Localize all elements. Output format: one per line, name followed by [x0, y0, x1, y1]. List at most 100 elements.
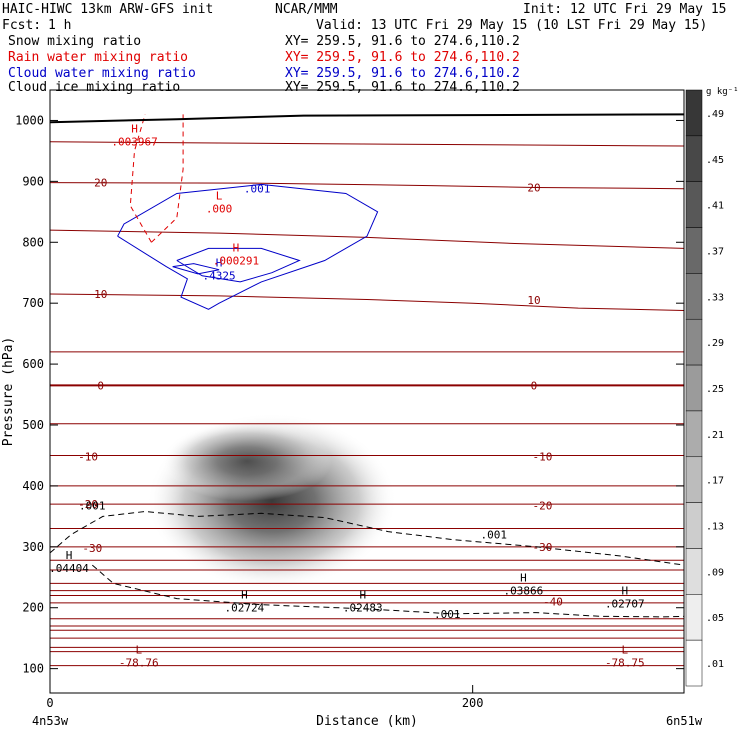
y-axis-label: Pressure (hPa) — [1, 337, 16, 447]
contour-label: .001 — [244, 183, 271, 196]
x-tick-label: 0 — [46, 696, 53, 710]
y-tick-label: 800 — [22, 235, 44, 249]
rain-contour-right — [151, 114, 184, 243]
temperature-label: -10 — [78, 451, 98, 464]
colorbar-swatch — [685, 273, 703, 320]
extremum-value: .4325 — [203, 270, 236, 283]
temperature-contour-10 — [49, 293, 685, 311]
extremum-value: .03866 — [504, 585, 544, 598]
valid-time: Valid: 13 UTC Fri 29 May 15 (10 LST Fri … — [316, 18, 708, 33]
extremum-value: .003967 — [111, 136, 157, 149]
colorbar-swatch — [685, 318, 703, 366]
contour-label: .001 — [79, 499, 106, 512]
field-name-cloud-ice: Cloud ice mixing ratio — [8, 80, 181, 95]
cloud-water-contour-mid — [176, 247, 301, 283]
field-xy-snow: XY= 259.5, 91.6 to 274.6,110.2 — [285, 34, 520, 49]
temperature-label: 10 — [527, 294, 540, 307]
colorbar-tick-label: .25 — [706, 384, 724, 395]
field-name-snow: Snow mixing ratio — [8, 34, 142, 49]
extremum-value: -78.76 — [119, 657, 159, 670]
field-xy-rain: XY= 259.5, 91.6 to 274.6,110.2 — [285, 50, 520, 65]
terrain-line — [49, 113, 685, 124]
extremum-type: H — [66, 549, 73, 562]
extremum-type: H — [216, 257, 223, 270]
colorbar-swatch — [685, 227, 703, 274]
extremum-value: .000291 — [213, 255, 259, 268]
field-xy-cloud-ice: XY= 259.5, 91.6 to 274.6,110.2 — [285, 80, 520, 95]
extremum-type: L — [135, 644, 142, 657]
extremum-value: .02724 — [225, 602, 265, 615]
colorbar-swatch — [685, 639, 703, 687]
temperature-label: 0 — [531, 379, 538, 392]
colorbar-swatch — [685, 181, 703, 228]
colorbar-tick-label: .41 — [706, 201, 724, 212]
y-tick-label: 500 — [22, 418, 44, 432]
temperature-label: -30 — [82, 542, 102, 555]
cloud-water-contour-outer — [117, 183, 379, 310]
colorbar-tick-label: .49 — [706, 109, 724, 120]
temperature-label: 0 — [97, 379, 104, 392]
colorbar-tick-label: .17 — [706, 476, 724, 487]
colorbar-tick-label: .37 — [706, 246, 724, 257]
field-name-cloud-water: Cloud water mixing ratio — [8, 66, 196, 81]
plot-frame — [49, 89, 685, 694]
extremum-type: H — [359, 589, 366, 602]
model-title: HAIC-HIWC 13km ARW-GFS init — [2, 2, 214, 17]
temperature-label: -20 — [78, 498, 98, 511]
fcst-label: Fcst: — [2, 18, 42, 33]
temperature-label: 20 — [94, 177, 107, 190]
contour-label: .001 — [481, 529, 508, 542]
cloud-water-contour-inner — [172, 263, 220, 275]
x-tick-label: 200 — [462, 696, 484, 710]
colorbar-tick-label: .05 — [706, 613, 724, 624]
colorbar-tick-label: .13 — [706, 522, 724, 533]
extremum-type: H — [131, 123, 138, 136]
colorbar-tick-label: .01 — [706, 659, 724, 670]
temperature-contour-20 — [49, 182, 685, 190]
y-tick-label: 400 — [22, 479, 44, 493]
y-tick-label: 900 — [22, 174, 44, 188]
snow-contour-lower — [49, 510, 685, 566]
colorbar-tick-label: .33 — [706, 292, 724, 303]
colorbar-swatch — [685, 410, 703, 458]
colorbar-tick-label: .45 — [706, 155, 724, 166]
x-axis-label: Distance (km) — [316, 714, 418, 729]
extremum-value: -78.75 — [605, 657, 645, 670]
extremum-type: L — [216, 190, 223, 203]
temperature-label: -40 — [543, 596, 563, 609]
temperature-label: -30 — [532, 541, 552, 554]
contour-label: .001 — [434, 608, 461, 621]
extremum-value: .04404 — [49, 562, 89, 575]
init-time: Init: 12 UTC Fri 29 May 15 — [523, 2, 727, 17]
temperature-label: -10 — [532, 451, 552, 464]
extremum-type: H — [241, 589, 248, 602]
colorbar-tick-label: .21 — [706, 430, 724, 441]
center-label: NCAR/MMM — [275, 2, 338, 17]
y-tick-label: 700 — [22, 296, 44, 310]
temperature-label: -20 — [532, 499, 552, 512]
field-xy-cloud-water: XY= 259.5, 91.6 to 274.6,110.2 — [285, 66, 520, 81]
temperature-contour-25 — [49, 141, 685, 147]
y-tick-label: 1000 — [15, 113, 44, 127]
fcst-value: 1 h — [48, 18, 72, 33]
y-tick-label: 300 — [22, 540, 44, 554]
x-left-endpoint: 4n53w — [32, 714, 69, 728]
extremum-value: .02707 — [605, 597, 645, 610]
colorbar-unit: g kg⁻¹ — [706, 87, 739, 97]
field-name-rain: Rain water mixing ratio — [8, 50, 189, 65]
temperature-label: 20 — [527, 181, 540, 194]
temperature-label: 10 — [94, 288, 107, 301]
cloud-ice-shading-upper — [161, 421, 332, 502]
colorbar-swatch — [685, 364, 703, 412]
extremum-type: H — [233, 242, 240, 255]
colorbar-swatch — [685, 502, 703, 549]
y-tick-label: 600 — [22, 357, 44, 371]
y-tick-label: 200 — [22, 601, 44, 615]
colorbar-swatch — [685, 548, 703, 595]
extremum-value: .000 — [206, 203, 233, 216]
extremum-value: .02483 — [343, 602, 383, 615]
extremum-type: H — [520, 572, 527, 585]
x-right-endpoint: 6n51w — [666, 714, 703, 728]
snow-contour — [91, 564, 685, 618]
